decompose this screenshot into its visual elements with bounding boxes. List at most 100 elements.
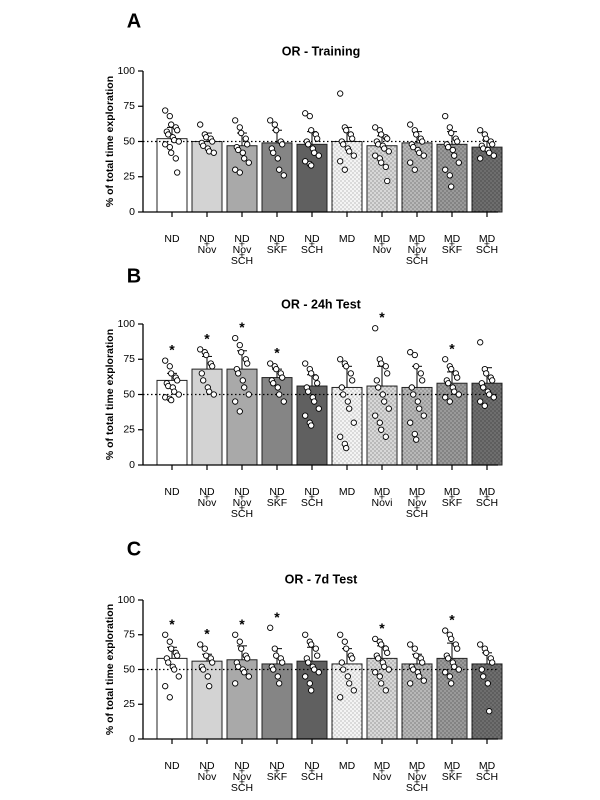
x-category-plus: + [239,239,245,251]
x-category-label: SKF [267,244,287,256]
x-category-label: ND [269,486,285,498]
data-point [378,131,385,138]
x-category-plus: + [449,492,455,504]
data-point [241,155,248,162]
data-point [378,680,385,687]
data-point [483,135,490,142]
x-category-label: Nov [408,497,427,509]
data-point [490,152,497,159]
x-category-plus: + [484,239,490,251]
data-point [232,631,239,638]
x-category-label: MD [409,486,426,498]
x-category-label: SCH [301,244,323,256]
x-category-label: Nov [233,771,252,783]
data-point [280,398,287,405]
data-point [241,669,248,676]
bar [191,368,223,466]
data-point [411,430,418,438]
x-category-label: Nov [373,244,392,256]
y-tick-label: 25 [123,424,135,436]
panel-letter: C [127,538,141,560]
data-point [271,121,278,128]
data-point [410,666,417,673]
significance-star: * [204,330,210,346]
bar [261,377,293,466]
data-point [420,677,427,684]
data-point [337,631,344,638]
bar [226,368,258,466]
bar [366,145,398,213]
y-tick-label: 100 [117,318,135,330]
data-point [166,143,173,151]
data-point [343,127,350,134]
x-category-label: ND [269,233,285,245]
data-point [267,624,274,631]
data-point [200,142,207,149]
data-point [236,169,243,176]
x-category-label: SCH [476,497,498,509]
data-point [420,412,427,419]
data-point [382,433,389,440]
data-point [375,655,382,662]
x-category-plus: + [414,250,420,262]
bar [366,657,398,740]
data-point [455,391,462,398]
data-point [306,112,313,120]
data-point [337,356,344,363]
x-category-label: ND [234,233,250,245]
x-category-label: MD [374,233,391,245]
data-point [236,124,243,131]
data-point [454,138,461,145]
data-point [168,645,175,652]
bar [156,379,188,466]
data-point [175,391,182,398]
x-category-label: SCH [476,771,498,783]
data-point [442,394,449,401]
data-point [343,444,350,452]
data-point [168,396,175,404]
x-category-plus: + [204,766,210,778]
data-point [209,363,216,370]
x-category-plus: + [379,492,385,504]
x-category-plus: + [204,239,210,251]
data-point [244,141,251,148]
data-point [337,694,344,701]
x-category-label: MD [479,486,496,498]
significance-star: * [204,625,210,641]
bar [471,382,503,466]
data-point [413,652,420,659]
data-point [340,141,347,148]
data-point [343,363,350,370]
bar [401,386,433,466]
bar [436,657,468,740]
y-tick-label: 75 [123,353,135,365]
data-point [341,166,348,173]
x-category-label: SKF [442,771,462,783]
bar [471,663,503,740]
data-point [302,631,309,638]
x-category-label: SCH [301,771,323,783]
data-point [378,641,385,648]
data-point [373,377,380,384]
data-point [448,635,455,643]
data-point [477,641,484,648]
data-point [349,377,356,384]
data-point [270,666,277,673]
data-point [162,357,169,364]
data-point [448,183,455,190]
data-point [347,370,354,377]
x-category-label: MD [444,486,461,498]
data-point [346,405,353,412]
data-point [379,391,386,398]
data-point [241,384,248,391]
data-point [446,124,453,131]
x-category-label: Nov [233,497,252,509]
data-point [311,149,318,156]
data-point [308,422,315,429]
panel-letter: B [127,265,141,287]
data-point [267,117,274,124]
data-point [270,380,277,387]
x-category-label: Nov [198,244,217,256]
data-point [273,365,280,373]
data-point [448,129,455,137]
